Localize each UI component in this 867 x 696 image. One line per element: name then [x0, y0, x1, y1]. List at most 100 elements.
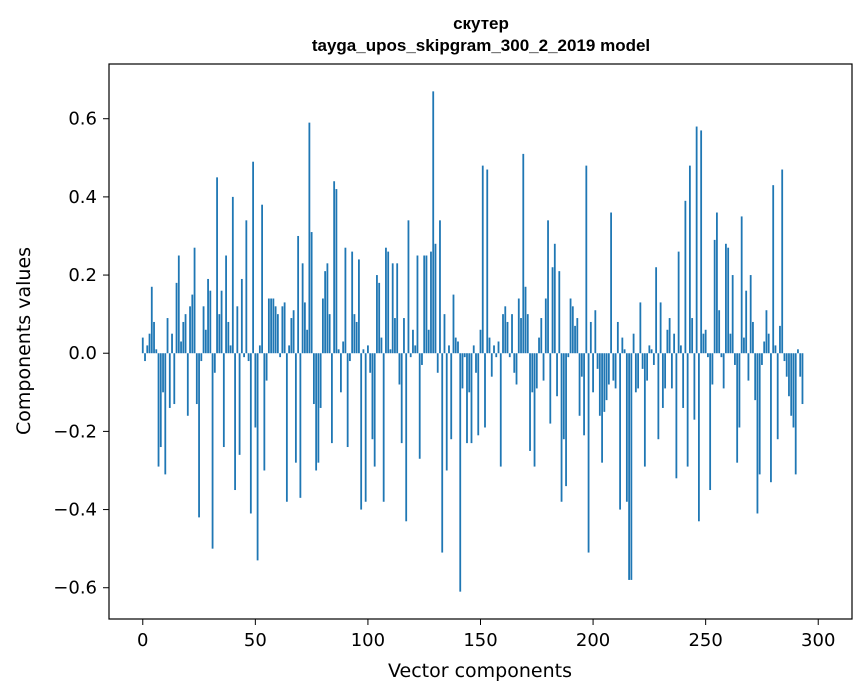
bar [448, 345, 450, 354]
bar [549, 353, 552, 424]
bar [592, 353, 594, 393]
bar [457, 341, 459, 354]
bar [209, 290, 212, 354]
bar [783, 353, 786, 362]
bar [634, 353, 637, 393]
bar [535, 353, 538, 389]
bar [180, 341, 182, 354]
bar [263, 353, 266, 471]
bar [490, 353, 493, 377]
bar [162, 353, 164, 393]
bar [166, 318, 169, 354]
bar [551, 267, 554, 354]
bar [569, 298, 572, 354]
x-axis-label: Vector components [388, 660, 572, 682]
bar [641, 353, 644, 369]
bar [664, 353, 667, 389]
bar [488, 337, 491, 354]
bar-series [141, 91, 804, 592]
bar [423, 255, 426, 354]
bar [340, 353, 342, 393]
bar [765, 310, 768, 354]
bar [511, 314, 513, 354]
bar [558, 271, 561, 354]
bar [360, 353, 363, 510]
bar [141, 337, 144, 354]
bar [283, 302, 286, 354]
bar [394, 318, 396, 354]
bar [749, 275, 752, 354]
x-tick-label: 50 [244, 630, 267, 651]
bar [177, 255, 180, 354]
bar [294, 353, 297, 463]
chart-title: скутер [453, 14, 509, 33]
bar [276, 314, 279, 354]
bar [468, 353, 471, 393]
x-tick-label: 150 [463, 630, 497, 651]
bar [628, 353, 630, 580]
bar [155, 349, 158, 354]
bar [351, 251, 354, 354]
bar [436, 353, 439, 373]
bar [186, 353, 189, 416]
bar [601, 353, 603, 463]
bar [576, 318, 579, 354]
bar [506, 321, 509, 354]
bar [517, 298, 520, 354]
bar [450, 353, 453, 440]
bar [603, 353, 606, 412]
bar [607, 353, 610, 385]
bar [207, 278, 209, 354]
x-tick-label: 250 [688, 630, 722, 651]
bar [637, 353, 640, 389]
bar [722, 353, 725, 389]
bar [412, 329, 414, 354]
bar [553, 243, 556, 354]
bar [171, 333, 173, 354]
bar [481, 165, 484, 354]
bar [691, 318, 694, 354]
bar [556, 353, 558, 397]
bar [625, 353, 628, 502]
bar [772, 185, 775, 354]
bar [673, 333, 676, 354]
bar [258, 345, 261, 354]
bar [308, 122, 311, 354]
bar [272, 298, 275, 354]
bar [781, 169, 784, 354]
bar [342, 341, 345, 354]
bar [182, 321, 185, 354]
bar [779, 325, 781, 354]
bar [704, 329, 707, 354]
bar [191, 294, 194, 354]
bar [562, 353, 565, 440]
bar [317, 353, 320, 463]
bar [213, 353, 216, 373]
bar [288, 345, 291, 354]
y-tick-label: 0.0 [68, 343, 97, 364]
bar [736, 353, 739, 463]
bar [486, 169, 489, 354]
bar [587, 353, 590, 553]
bar [668, 318, 671, 354]
bar [533, 353, 536, 467]
bar [324, 271, 327, 354]
bar [756, 353, 759, 514]
bar [623, 349, 626, 354]
bar [335, 189, 338, 354]
bar [364, 353, 367, 502]
bar [707, 353, 709, 358]
bar [752, 321, 754, 354]
bar [745, 290, 748, 354]
bar [261, 204, 263, 354]
bar [493, 345, 495, 354]
bar [639, 302, 642, 354]
bar [337, 349, 340, 354]
bar [632, 333, 635, 354]
bar [693, 353, 696, 420]
bar [547, 220, 549, 354]
bar [396, 263, 399, 354]
bar [718, 310, 721, 354]
bar [421, 353, 423, 365]
bar [387, 251, 390, 354]
